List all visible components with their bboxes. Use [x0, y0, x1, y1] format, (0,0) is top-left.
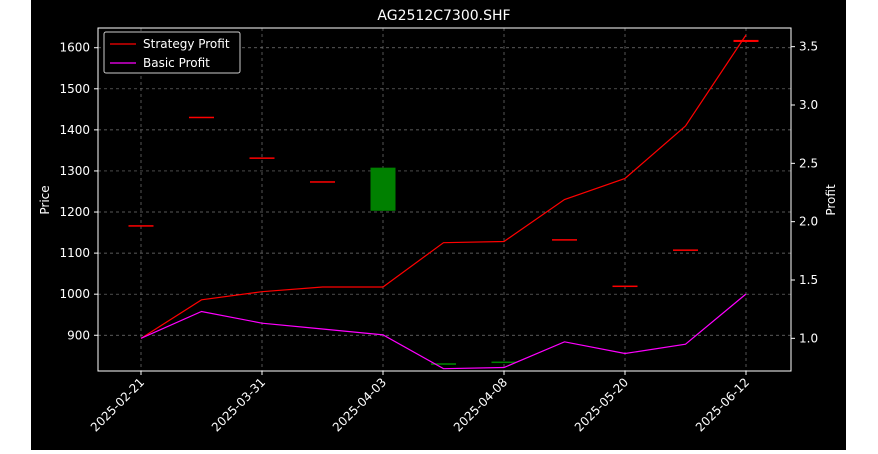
price-candle: [249, 157, 275, 159]
x-tick-label: 2025-04-03: [330, 375, 389, 434]
price-candle: [431, 363, 456, 365]
y-right-tick-label: 3.0: [799, 98, 818, 112]
price-candle: [673, 249, 698, 251]
x-tick-label: 2025-05-20: [572, 375, 631, 434]
x-date-axis: 2025-02-21 2025-03-31 2025-04-03 2025-04-08…: [88, 371, 752, 434]
y-left-tick-label: 1600: [59, 41, 90, 55]
price-candle: [128, 225, 154, 227]
chart-title: AG2512C7300.SHF: [377, 8, 510, 24]
price-candle: [552, 239, 577, 241]
plot-frame: [97, 27, 792, 372]
y-right-tick-label: 1.5: [799, 273, 818, 287]
x-tick-label: 2025-02-21: [88, 375, 147, 434]
legend-label-strategy-profit: Strategy Profit: [143, 37, 230, 51]
price-candle: [310, 181, 335, 183]
y-left-tick-label: 900: [67, 328, 90, 342]
price-candle: [370, 167, 396, 211]
y-right-tick-label: 2.0: [799, 215, 818, 229]
legend-label-basic-profit: Basic Profit: [143, 56, 210, 70]
profit-lines: [140, 34, 747, 370]
grid-lines: [98, 28, 791, 371]
y-right-tick-label: 2.5: [799, 156, 818, 170]
y-left-tick-label: 1300: [59, 164, 90, 178]
y-left-tick-label: 1500: [59, 82, 90, 96]
series-line-1: [140, 293, 747, 370]
price-candle: [491, 361, 517, 364]
series-line-0: [140, 34, 747, 339]
price-candle: [733, 39, 759, 42]
x-tick-label: 2025-03-31: [209, 375, 268, 434]
left-price-axis: 900 1000 1100 1200 1300 1400 1500 1600: [59, 41, 98, 342]
y-left-tick-label: 1100: [59, 246, 90, 260]
y-axis-label-price: Price: [38, 185, 52, 214]
legend: Strategy Profit Basic Profit: [103, 31, 241, 74]
chart-figure: AG2512C7300.SHF 900 1000 1100 1200 1300 1400 1…: [31, 0, 846, 450]
y-right-tick-label: 1.0: [799, 331, 818, 345]
y-axis-label-profit: Profit: [824, 184, 838, 216]
price-candle: [612, 285, 638, 288]
right-profit-axis: 1.0 1.5 2.0 2.5 3.0 3.5: [791, 40, 818, 345]
price-candle: [189, 116, 214, 119]
x-tick-label: 2025-04-08: [451, 375, 510, 434]
legend-box: [103, 31, 241, 74]
y-left-tick-label: 1400: [59, 123, 90, 137]
y-left-tick-label: 1200: [59, 205, 90, 219]
x-tick-label: 2025-06-12: [693, 375, 752, 434]
price-profit-chart: AG2512C7300.SHF 900 1000 1100 1200 1300 1400 1…: [38, 8, 838, 434]
y-right-tick-label: 3.5: [799, 40, 818, 54]
y-left-tick-label: 1000: [59, 287, 90, 301]
price-candles: [128, 39, 759, 365]
